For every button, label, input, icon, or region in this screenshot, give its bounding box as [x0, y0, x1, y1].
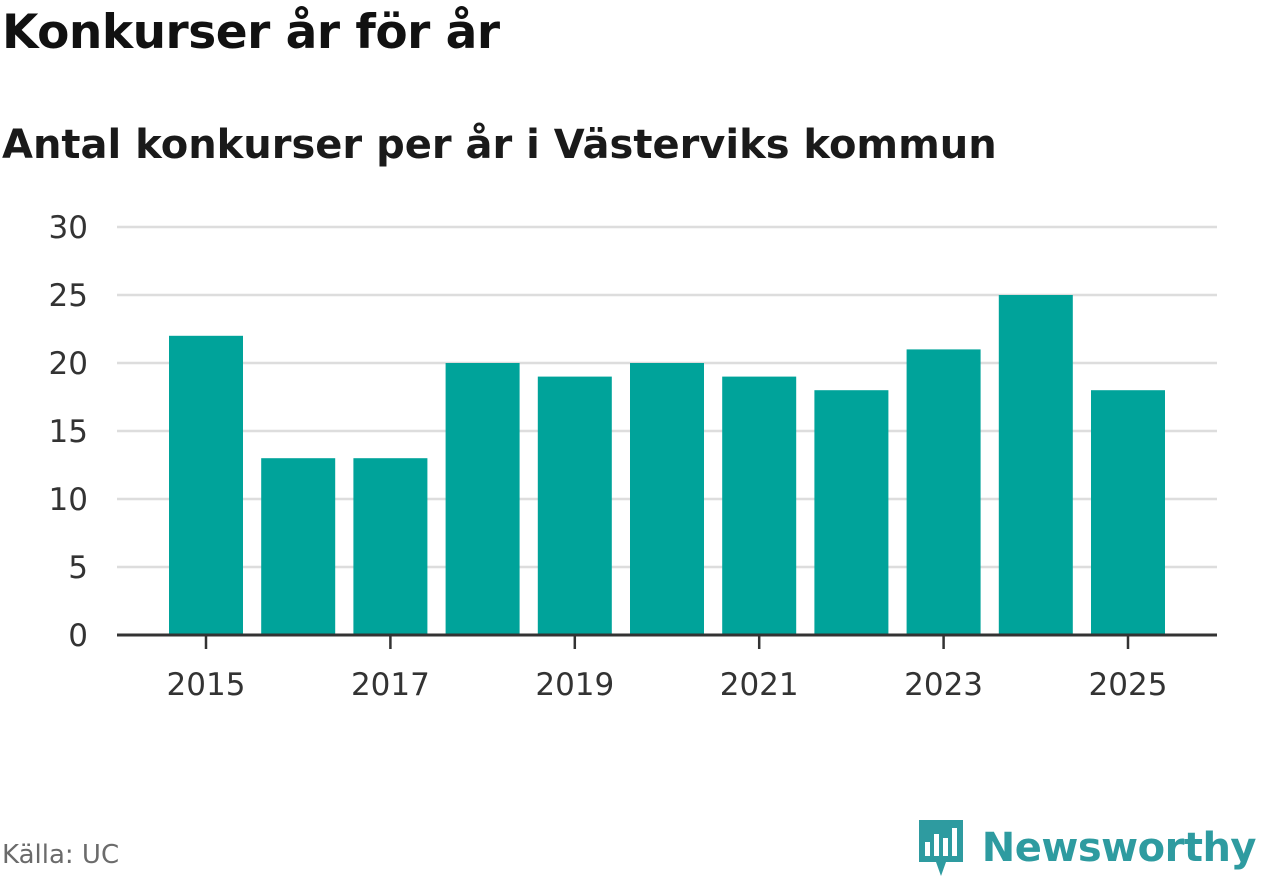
bar-2025	[1091, 390, 1165, 635]
y-tick-label: 5	[68, 550, 88, 586]
bar-2015	[169, 335, 243, 635]
brand-name: Newsworthy	[981, 825, 1257, 871]
x-axis-ticks: 2015 2017 2019 2021 2023 2025	[167, 635, 1168, 703]
bar-2017	[353, 458, 428, 635]
chart-subtitle: Antal konkurser per år i Västerviks komm…	[2, 122, 997, 168]
x-tick-label: 2021	[720, 667, 799, 703]
y-tick-label: 30	[49, 210, 88, 246]
newsworthy-brand: Newsworthy	[916, 818, 1257, 878]
bars	[169, 295, 1165, 635]
x-tick-label: 2025	[1089, 667, 1168, 703]
bar-2023	[906, 349, 981, 635]
x-tick-label: 2019	[535, 667, 614, 703]
bar-2018	[445, 363, 520, 635]
bar-2019	[537, 376, 612, 635]
bar-2020	[630, 363, 704, 635]
bar-2022	[814, 390, 889, 635]
y-tick-label: 0	[68, 618, 88, 654]
y-tick-label: 20	[49, 346, 88, 382]
bar-2021	[722, 376, 797, 635]
y-axis-tick-labels: 0 5 10 15 20 25 30	[49, 210, 88, 654]
x-tick-label: 2023	[904, 667, 983, 703]
y-tick-label: 15	[49, 414, 88, 450]
source-note: Källa: UC	[2, 840, 120, 870]
x-tick-label: 2017	[351, 667, 430, 703]
x-tick-label: 2015	[167, 667, 246, 703]
bar-2024	[998, 295, 1073, 635]
chart-title: Konkurser år för år	[2, 5, 500, 60]
y-tick-label: 25	[49, 278, 88, 314]
y-tick-label: 10	[49, 482, 88, 518]
bar-2016	[261, 458, 336, 635]
newsworthy-logo-icon	[918, 820, 963, 876]
